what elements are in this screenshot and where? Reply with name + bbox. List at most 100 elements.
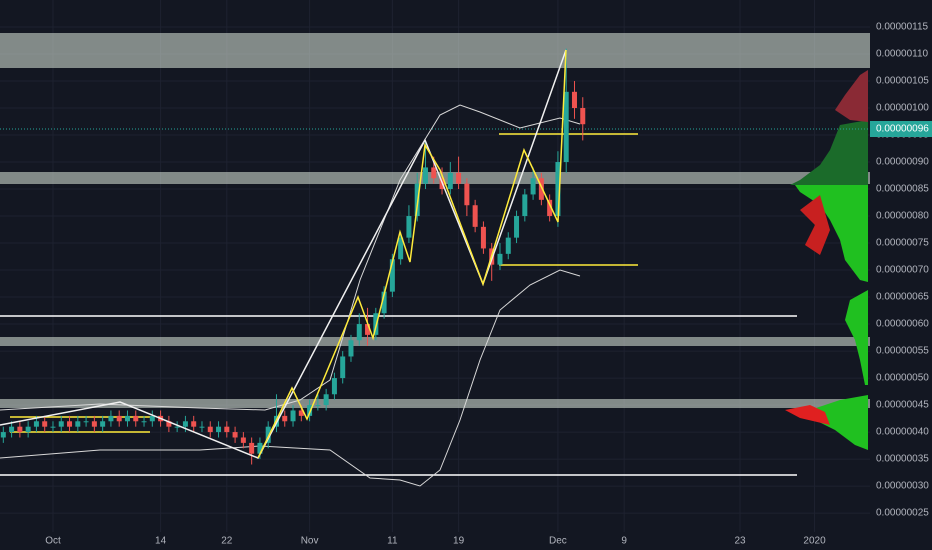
candle-body	[141, 421, 147, 423]
x-tick-label: 2020	[803, 536, 826, 547]
candle-body	[83, 421, 89, 423]
candle-body	[182, 421, 188, 427]
candle-body	[530, 178, 536, 195]
y-tick-label: 0.00000080	[876, 211, 929, 222]
candle-body	[17, 426, 23, 433]
candle-body	[323, 394, 329, 406]
profile-down	[800, 195, 830, 255]
profile-up	[845, 290, 868, 385]
candle-body	[381, 291, 387, 314]
candle-body	[514, 216, 520, 238]
candle-body	[298, 410, 304, 416]
candle-body	[33, 421, 39, 427]
candle-body	[472, 205, 478, 227]
candle-body	[505, 237, 511, 254]
candle-body	[224, 426, 230, 433]
candle-body	[406, 216, 412, 238]
candle-body	[348, 340, 354, 357]
candle-body	[331, 378, 337, 395]
candle-body	[447, 172, 453, 190]
candle-body	[149, 415, 155, 422]
y-tick-label: 0.00000090	[876, 157, 929, 168]
horizontal-lines	[0, 128, 870, 476]
zone	[0, 337, 870, 346]
x-tick-label: Nov	[301, 536, 319, 547]
candle-body	[25, 426, 31, 433]
price-axis	[870, 0, 932, 550]
profile-up	[810, 395, 868, 450]
y-tick-label: 0.00000035	[876, 454, 929, 465]
candle-body	[50, 426, 56, 428]
y-tick-label: 0.00000040	[876, 427, 929, 438]
candle-body	[389, 259, 395, 292]
x-tick-label: 9	[621, 536, 627, 547]
x-tick-label: Oct	[45, 536, 61, 547]
candle-body	[456, 172, 462, 184]
candle-body	[100, 421, 106, 427]
candle-body	[563, 91, 569, 163]
y-tick-label: 0.00000045	[876, 400, 929, 411]
candle-body	[522, 194, 528, 217]
band-lower	[0, 269, 581, 487]
band-upper	[0, 104, 581, 411]
candle-body	[199, 426, 205, 428]
candle-body	[340, 356, 346, 379]
candle-body	[497, 253, 503, 265]
x-tick-label: 14	[155, 536, 167, 547]
volume-profile	[785, 70, 868, 450]
candle-body	[422, 167, 428, 184]
candle-body	[249, 442, 255, 454]
profile-down	[835, 70, 868, 122]
candle-body	[216, 426, 222, 433]
candle-body	[67, 421, 73, 427]
x-tick-label: 22	[221, 536, 233, 547]
y-tick-label: 0.00000070	[876, 265, 929, 276]
last-price-label: 0.00000096	[876, 124, 929, 135]
candle-body	[307, 405, 313, 416]
candle-body	[42, 421, 48, 427]
last-price-box	[870, 121, 932, 137]
candle-body	[365, 324, 371, 335]
candle-body	[571, 91, 577, 109]
candle-body	[464, 183, 470, 206]
y-tick-label: 0.00000115	[876, 22, 929, 33]
candle-body	[133, 415, 139, 422]
candle-body	[116, 415, 122, 422]
profile-up	[795, 185, 868, 282]
zone	[0, 399, 870, 408]
candle-body	[174, 426, 180, 428]
candle-body	[166, 421, 172, 427]
y-tick-label: 0.00000085	[876, 184, 929, 195]
candle-body	[431, 167, 437, 179]
zigzag-white	[0, 49, 567, 459]
zone	[0, 33, 870, 68]
candle-body	[265, 426, 271, 443]
candle-body	[191, 421, 197, 427]
candle-body	[580, 108, 586, 125]
x-tick-label: Dec	[549, 536, 567, 547]
candle-body	[290, 410, 296, 422]
candle-body	[398, 237, 404, 260]
grid	[0, 0, 870, 532]
zigzag	[0, 49, 567, 459]
candle-body	[282, 415, 288, 422]
candle-body	[240, 437, 246, 443]
y-tick-label: 0.00000110	[876, 49, 929, 60]
candle-body	[538, 178, 544, 200]
bollinger	[0, 104, 581, 487]
x-tick-label: 19	[453, 536, 465, 547]
candle-body	[0, 432, 6, 438]
candle-body	[315, 405, 321, 407]
x-tick-label: 23	[734, 536, 746, 547]
candle-body	[9, 426, 15, 433]
candle-body	[91, 421, 97, 427]
candle-body	[257, 442, 263, 454]
y-tick-label: 0.00000105	[876, 76, 929, 87]
x-tick-label: 11	[387, 536, 398, 547]
y-tick-label: 0.00000100	[876, 103, 929, 114]
candle-body	[356, 324, 362, 341]
candle-body	[58, 421, 64, 427]
